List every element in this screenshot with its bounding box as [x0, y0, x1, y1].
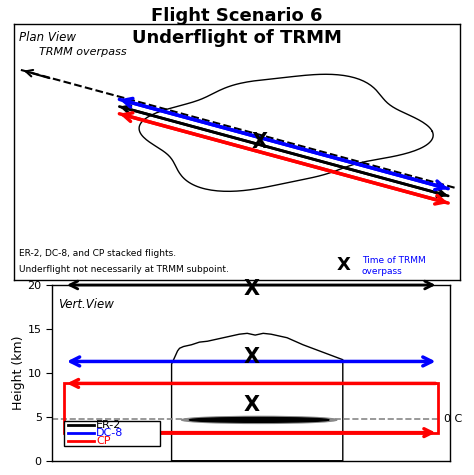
Text: Vert.View: Vert.View: [58, 298, 114, 311]
Text: DC-8: DC-8: [96, 428, 123, 438]
Ellipse shape: [182, 417, 337, 423]
Text: CP: CP: [96, 436, 110, 446]
Text: X: X: [243, 395, 259, 416]
Text: X: X: [251, 133, 267, 152]
Text: X: X: [337, 256, 351, 274]
Ellipse shape: [190, 418, 329, 422]
Text: Underflight not necessarily at TRMM subpoint.: Underflight not necessarily at TRMM subp…: [18, 265, 228, 274]
Text: TRMM overpass: TRMM overpass: [39, 47, 127, 57]
Text: 0 C: 0 C: [444, 414, 463, 424]
Bar: [64, 421, 160, 446]
Text: ER-2: ER-2: [96, 420, 121, 430]
Text: X: X: [243, 278, 259, 298]
Text: X: X: [243, 347, 259, 367]
Text: Flight Scenario 6
Underflight of TRMM: Flight Scenario 6 Underflight of TRMM: [132, 7, 342, 48]
Text: ER-2, DC-8, and CP stacked flights.: ER-2, DC-8, and CP stacked flights.: [18, 249, 176, 258]
Bar: [64, 383, 438, 433]
Text: Plan View: Plan View: [18, 31, 76, 45]
Y-axis label: Height (km): Height (km): [12, 336, 25, 410]
Text: Time of TRMM
overpass: Time of TRMM overpass: [362, 256, 426, 276]
